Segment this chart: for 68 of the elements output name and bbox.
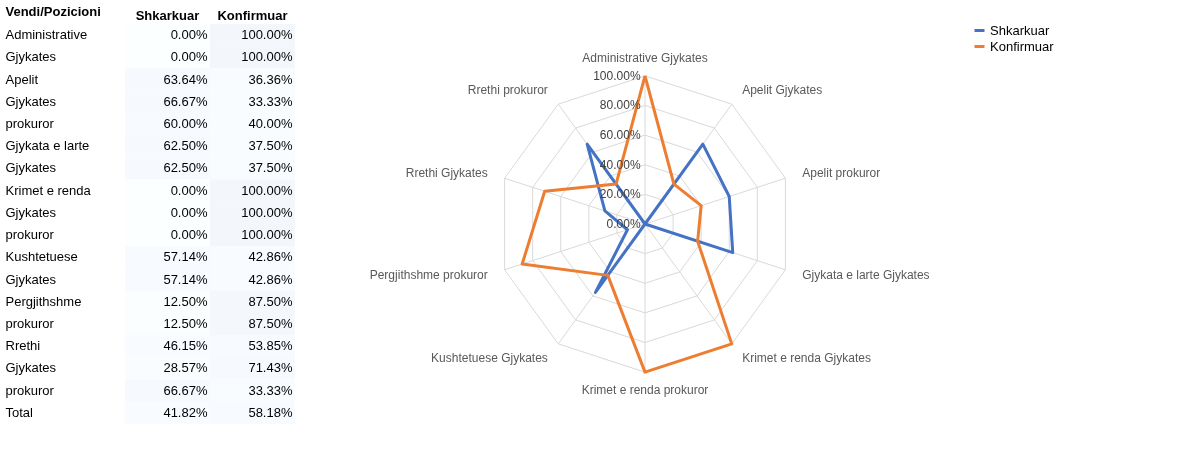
data-label: 62.50% [163, 138, 208, 154]
data-label: 41.82% [163, 404, 208, 420]
data-label: 37.50% [248, 138, 293, 154]
spoke-label: Krimet e renda Gjykates [742, 351, 871, 366]
data-label: 0.00% [170, 182, 208, 198]
y-tick-label: Gjykates [5, 360, 57, 376]
data-label: 87.50% [248, 316, 293, 331]
y-tick-label: Gjykates [5, 271, 57, 287]
data-label: 0.00% [170, 27, 208, 43]
data-label: 60.00% [163, 116, 208, 131]
data-label: 36.36% [248, 71, 293, 87]
data-label: 37.50% [248, 160, 293, 176]
spoke-label: Administrative Gjykates [582, 51, 708, 66]
data-label: 100.00% [241, 182, 293, 198]
data-label: 42.86% [248, 271, 293, 287]
data-label: 100.00% [241, 27, 293, 43]
data-label: 57.14% [163, 249, 208, 265]
data-label: 58.18% [248, 404, 293, 420]
data-label: 33.33% [248, 382, 293, 398]
data-label: 87.50% [248, 293, 293, 309]
data-label: 12.50% [163, 316, 208, 331]
y-axis-title: Vendi/Pozicioni [5, 3, 101, 19]
data-label: 100.00% [241, 204, 293, 220]
spoke-label: Rrethi Gjykates [405, 165, 488, 180]
data-label: 53.85% [248, 338, 293, 354]
y-tick-label: Gjykates [5, 160, 57, 176]
y-tick-label: Pergjithshme [5, 293, 82, 309]
data-label: 0.00% [170, 49, 208, 65]
data-label: 66.67% [163, 93, 208, 109]
spoke-label: Apelit Gjykates [742, 82, 823, 97]
data-label: 57.14% [163, 271, 208, 287]
legend-label: Konfirmuar [990, 38, 1055, 54]
y-tick-label: Gjykata e larte [5, 138, 90, 154]
y-tick-label: prokuror [5, 116, 55, 131]
y-tick-label: Total [5, 404, 34, 420]
data-label: 42.86% [248, 249, 293, 265]
y-tick-label: Gjykates [5, 93, 57, 109]
spoke-label: Apelit prokuror [802, 165, 881, 180]
data-label: 100.00% [241, 49, 293, 65]
data-label: 71.43% [248, 360, 293, 376]
data-label: 66.67% [163, 382, 208, 398]
data-label: 28.57% [163, 360, 208, 376]
data-label: 33.33% [248, 93, 293, 109]
y-tick-label: Rrethi [5, 338, 41, 354]
spoke-label: Krimet e renda prokuror [581, 382, 709, 397]
data-label: 12.50% [163, 293, 208, 309]
data-label: 100.00% [241, 227, 293, 243]
data-label: 0.00% [170, 227, 208, 243]
y-tick-label: Kushtetuese [5, 249, 78, 265]
y-tick-label: Administrative [5, 27, 88, 43]
spoke-label: Rrethi prokuror [467, 82, 548, 97]
y-tick-label: prokuror [5, 316, 55, 331]
y-tick-label: prokuror [5, 382, 55, 398]
y-tick-label: Apelit [5, 71, 39, 87]
data-label: 0.00% [170, 204, 208, 220]
data-label: 46.15% [163, 338, 208, 354]
data-label: 63.64% [163, 71, 208, 87]
y-tick-label: Gjykates [5, 204, 57, 220]
y-tick-label: Krimet e renda [5, 182, 92, 198]
y-tick-label: Gjykates [5, 49, 57, 65]
spoke-label: Pergjithshme prokuror [369, 268, 488, 283]
spoke-label: Kushtetuese Gjykates [431, 351, 548, 366]
data-label: 40.00% [248, 116, 293, 131]
legend-label: Shkarkuar [990, 22, 1050, 38]
data-label: 62.50% [163, 160, 208, 176]
y-tick-label: prokuror [5, 227, 55, 243]
y-tick-label: 100.00% [593, 68, 641, 83]
spoke-label: Gjykata e larte Gjykates [802, 268, 930, 283]
